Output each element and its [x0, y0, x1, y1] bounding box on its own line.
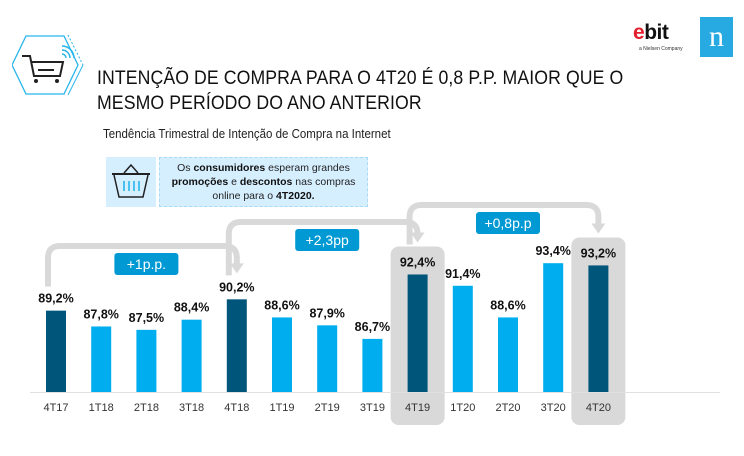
tick-label-4T18: 4T18	[224, 402, 249, 414]
ebit-logo-e: e	[633, 21, 645, 44]
callout-segment: Os	[177, 162, 194, 174]
bar-4T19	[407, 274, 428, 392]
title-line-1: INTENÇÃO DE COMPRA PARA O 4T20 É 0,8 P.P…	[97, 68, 624, 89]
callout-segment: 4T2020.	[276, 190, 315, 202]
tick-label-1T19: 1T19	[269, 402, 294, 414]
change-badge-label-1: +2,3pp	[306, 232, 349, 248]
callout-icon-box	[106, 157, 156, 207]
change-badge-0	[114, 253, 179, 275]
ebit-tagline: a Nielsen Company	[639, 46, 683, 52]
arrowhead-4T19	[410, 232, 425, 243]
callout-segment: e	[228, 176, 240, 188]
tick-label-4T19: 4T19	[405, 402, 430, 414]
value-label-4T17: 89,2%	[38, 292, 73, 306]
ebit-logo: ebit	[633, 21, 669, 45]
bar-1T20	[452, 285, 473, 392]
tick-label-1T18: 1T18	[89, 402, 114, 414]
arrow-4T17-4T18	[45, 243, 240, 287]
value-label-4T18: 90,2%	[219, 280, 254, 294]
arrowhead-4T20	[591, 223, 606, 234]
bar-3T18	[181, 319, 202, 392]
bar-4T20	[588, 265, 609, 392]
arrow-4T19-4T20	[406, 202, 602, 245]
bar-4T17	[46, 310, 66, 392]
value-label-1T20: 91,4%	[445, 267, 480, 281]
callout-segment: consumidores	[193, 162, 266, 174]
tick-label-2T19: 2T19	[315, 402, 340, 414]
title-line-2: MESMO PERÍODO DO ANO ANTERIOR	[97, 93, 422, 114]
value-label-1T18: 87,8%	[83, 307, 118, 321]
value-label-4T20: 93,2%	[581, 246, 616, 260]
callout-segment: nas compras online para o	[212, 176, 356, 202]
tick-label-3T20: 3T20	[541, 402, 566, 414]
ebit-logo-text: bit	[644, 21, 669, 44]
change-badge-2	[476, 212, 540, 234]
tick-label-2T18: 2T18	[134, 402, 159, 414]
callout-segment: esperam grandes	[265, 162, 350, 174]
change-badge-1	[295, 229, 360, 251]
bar-3T19	[362, 338, 383, 392]
page-title: INTENÇÃO DE COMPRA PARA O 4T20 É 0,8 P.P…	[97, 66, 623, 116]
callout-text: Os consumidores esperam grandes promoçõe…	[159, 157, 368, 207]
bar-1T19	[272, 317, 292, 392]
basket-icon	[112, 163, 150, 198]
callout-segment: promoções	[171, 176, 229, 188]
shopping-cart-hexagon-icon	[12, 34, 84, 96]
arrow-4T18-4T19	[225, 219, 421, 276]
bar-1T18	[91, 326, 112, 392]
value-label-2T18: 87,5%	[129, 311, 164, 325]
bar-3T20	[543, 263, 564, 392]
brand-logos: ebit a Nielsen Company n	[633, 17, 735, 57]
tick-label-2T20: 2T20	[495, 402, 520, 414]
value-label-1T19: 88,6%	[264, 298, 299, 312]
tick-label-3T18: 3T18	[179, 402, 204, 414]
chart-subtitle: Tendência Trimestral de Intenção de Comp…	[103, 127, 391, 141]
nielsen-logo: n	[700, 17, 733, 57]
tick-label-4T17: 4T17	[43, 402, 68, 414]
tick-label-1T20: 1T20	[450, 402, 475, 414]
callout-segment: descontos	[239, 176, 293, 188]
value-label-4T19: 92,4%	[400, 255, 435, 269]
value-label-3T19: 86,7%	[355, 320, 390, 334]
value-label-3T18: 88,4%	[174, 301, 209, 315]
bar-2T18	[136, 329, 157, 392]
bar-2T20	[498, 317, 518, 392]
tick-label-3T19: 3T19	[360, 402, 385, 414]
bar-4T18	[226, 299, 247, 392]
value-label-3T20: 93,4%	[535, 244, 570, 258]
arrowhead-4T18	[229, 263, 244, 274]
value-label-2T19: 87,9%	[309, 306, 344, 320]
change-badge-label-2: +0,8p.p	[484, 215, 531, 231]
change-badge-label-0: +1p.p.	[127, 256, 166, 272]
tick-label-4T20: 4T20	[586, 402, 611, 414]
bar-2T19	[317, 325, 338, 392]
value-label-2T20: 88,6%	[490, 298, 525, 312]
